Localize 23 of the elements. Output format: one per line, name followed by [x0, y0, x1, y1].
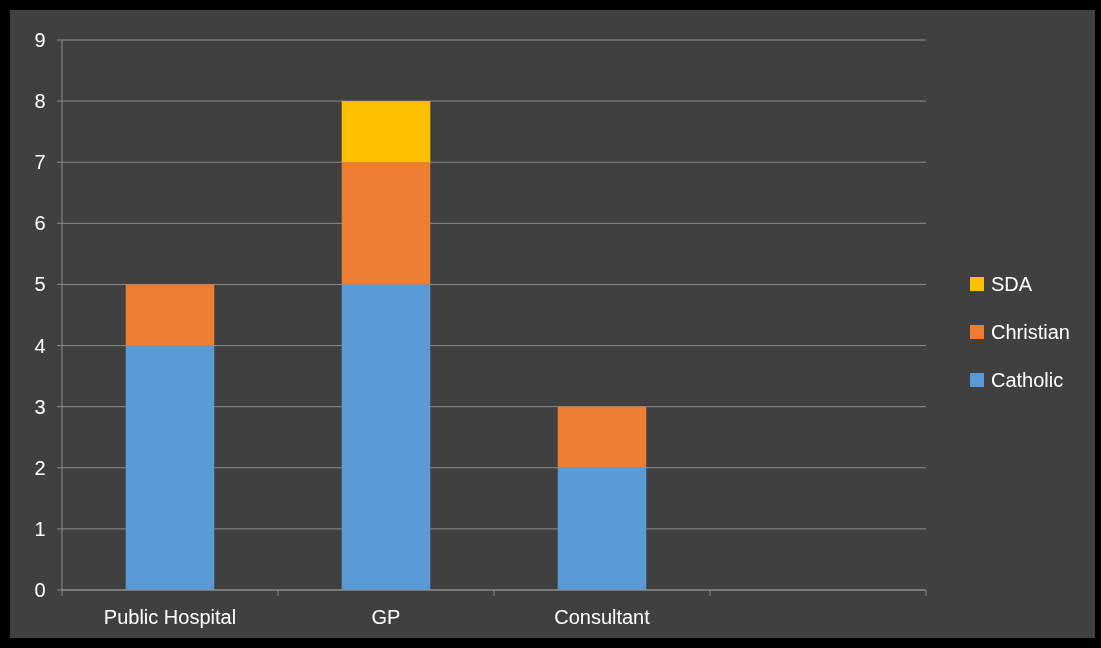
y-tick-label: 4 [34, 334, 46, 357]
x-tick-label: Consultant [554, 606, 651, 628]
y-tick-label: 0 [34, 579, 46, 601]
y-tick-label: 3 [34, 395, 46, 418]
x-tick-label: Public Hospital [103, 606, 237, 628]
legend-label: Christian [991, 321, 1070, 343]
bar [341, 101, 431, 163]
y-tick-label: 5 [34, 273, 46, 296]
bar [341, 284, 431, 590]
bar [125, 345, 215, 590]
y-tick-label: 9 [34, 29, 46, 51]
x-tick-label: GP [371, 606, 401, 628]
bar [557, 406, 647, 468]
bar [125, 284, 215, 346]
bar [341, 162, 431, 285]
y-tick-label: 7 [34, 151, 46, 174]
y-tick-label: 1 [34, 517, 46, 540]
legend-label: Catholic [991, 369, 1064, 391]
y-tick-label: 8 [34, 90, 46, 113]
y-tick-label: 2 [34, 456, 46, 479]
legend-label: SDA [991, 273, 1033, 295]
y-tick-label: 6 [34, 212, 46, 235]
bar [557, 467, 647, 590]
